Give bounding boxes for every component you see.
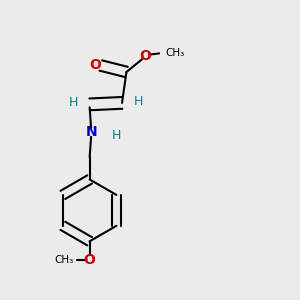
Text: H: H (112, 129, 121, 142)
Text: CH₃: CH₃ (166, 48, 185, 59)
Text: N: N (85, 125, 97, 139)
Text: CH₃: CH₃ (54, 255, 74, 266)
Text: H: H (134, 95, 143, 108)
Text: H: H (69, 96, 78, 110)
Text: O: O (84, 254, 96, 267)
Text: O: O (90, 58, 101, 73)
Text: O: O (140, 49, 152, 63)
